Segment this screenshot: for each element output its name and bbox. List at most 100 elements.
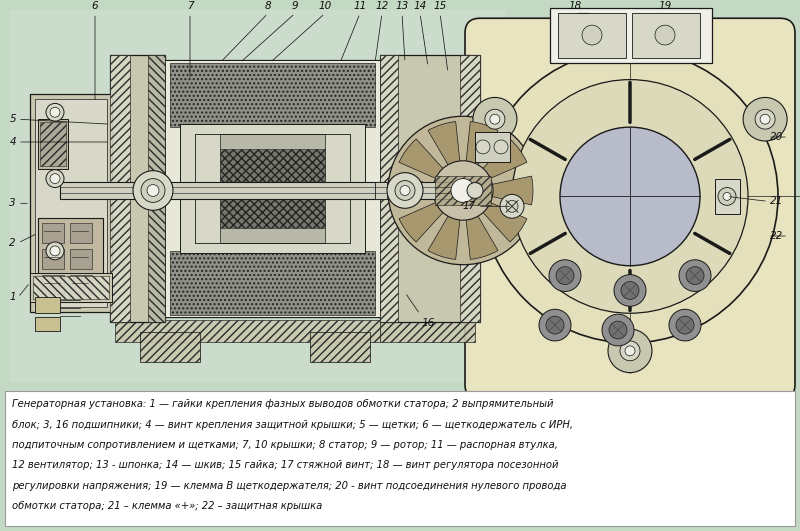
Bar (460, 55, 480, 322)
Text: 8: 8 (265, 1, 271, 11)
Circle shape (609, 321, 627, 339)
Wedge shape (463, 191, 498, 260)
Circle shape (482, 50, 778, 343)
Text: Генераторная установка: 1 — гайки крепления фазных выводов обмотки статора; 2 вы: Генераторная установка: 1 — гайки крепле… (12, 399, 554, 409)
Bar (435, 176, 491, 205)
Bar (715, 178, 740, 214)
Bar (35, 99, 107, 307)
Circle shape (46, 104, 64, 121)
Circle shape (395, 181, 415, 200)
Bar (35, 317, 60, 331)
FancyArrowPatch shape (694, 140, 730, 159)
Circle shape (625, 346, 635, 356)
Circle shape (490, 114, 500, 124)
Wedge shape (463, 139, 527, 191)
Circle shape (620, 341, 640, 361)
Text: 19: 19 (658, 1, 672, 11)
FancyBboxPatch shape (465, 18, 795, 399)
Circle shape (608, 329, 652, 373)
Text: обмотки статора; 21 – клемма «+»; 22 – защитная крышка: обмотки статора; 21 – клемма «+»; 22 – з… (12, 501, 322, 511)
Bar (38, 119, 68, 169)
Circle shape (485, 109, 505, 129)
Bar (42, 249, 64, 269)
Circle shape (50, 174, 60, 184)
Bar (60, 182, 480, 200)
Text: 9: 9 (292, 1, 298, 11)
Bar (10, 10, 505, 382)
Text: 1: 1 (10, 293, 16, 302)
Text: 4: 4 (10, 137, 16, 147)
Circle shape (46, 242, 64, 260)
Bar (70, 223, 92, 243)
Circle shape (614, 275, 646, 306)
Bar (42, 223, 64, 243)
Bar (110, 55, 130, 322)
Wedge shape (463, 122, 498, 191)
Circle shape (755, 109, 775, 129)
Bar (165, 60, 380, 317)
Bar (310, 332, 370, 362)
Circle shape (539, 309, 571, 341)
Text: блок; 3, 16 подшипники; 4 — винт крепления защитной крышки; 5 — щетки; 6 — щетко: блок; 3, 16 подшипники; 4 — винт креплен… (12, 419, 573, 430)
Bar (115, 320, 380, 342)
Circle shape (451, 178, 475, 202)
Circle shape (621, 281, 639, 299)
Bar (35, 297, 60, 313)
Text: 13: 13 (395, 1, 409, 11)
Bar (380, 55, 398, 322)
Bar (5, 391, 795, 526)
Bar (550, 8, 712, 63)
Text: 14: 14 (414, 1, 426, 11)
Circle shape (50, 246, 60, 256)
Bar (30, 95, 112, 312)
Bar (33, 276, 109, 299)
Wedge shape (399, 139, 463, 191)
Text: 16: 16 (422, 318, 435, 328)
Bar (40, 122, 66, 166)
Text: 15: 15 (434, 1, 446, 11)
Circle shape (46, 170, 64, 187)
Wedge shape (428, 191, 463, 260)
Text: 5: 5 (10, 114, 16, 124)
Text: 11: 11 (354, 1, 366, 11)
Wedge shape (428, 122, 463, 191)
Text: 12: 12 (375, 1, 389, 11)
Circle shape (723, 192, 731, 200)
Bar (165, 60, 380, 317)
Wedge shape (399, 191, 463, 242)
Circle shape (549, 260, 581, 292)
Text: 7: 7 (186, 1, 194, 11)
Circle shape (494, 140, 508, 154)
Text: 17: 17 (462, 201, 476, 211)
Text: 12 вентилятор; 13 - шпонка; 14 — шкив; 15 гайка; 17 стяжной винт; 18 — винт регу: 12 вентилятор; 13 - шпонка; 14 — шкив; 1… (12, 460, 558, 470)
Text: подпиточным сопротивлением и щетками; 7, 10 крышки; 8 статор; 9 — ротор; 11 — ра: подпиточным сопротивлением и щетками; 7,… (12, 440, 558, 450)
Circle shape (388, 116, 538, 265)
Circle shape (546, 316, 564, 334)
Text: 3: 3 (10, 199, 16, 208)
Circle shape (718, 187, 736, 205)
FancyArrowPatch shape (694, 234, 730, 253)
Circle shape (686, 267, 704, 285)
Circle shape (50, 107, 60, 117)
Text: 20: 20 (770, 132, 783, 142)
Bar (38, 218, 103, 302)
Text: 22: 22 (770, 231, 783, 241)
Circle shape (655, 25, 675, 45)
Circle shape (500, 194, 524, 218)
Bar (632, 13, 700, 58)
FancyArrowPatch shape (530, 140, 566, 159)
Circle shape (476, 140, 490, 154)
FancyArrowPatch shape (530, 234, 566, 253)
Circle shape (512, 80, 748, 313)
Text: 10: 10 (318, 1, 332, 11)
Circle shape (676, 316, 694, 334)
Circle shape (133, 170, 173, 210)
Circle shape (467, 183, 483, 199)
Circle shape (743, 97, 787, 141)
Bar (380, 55, 480, 322)
Circle shape (582, 25, 602, 45)
Text: 2: 2 (10, 238, 16, 248)
Bar (30, 272, 112, 302)
Circle shape (602, 314, 634, 346)
Bar (325, 134, 350, 243)
